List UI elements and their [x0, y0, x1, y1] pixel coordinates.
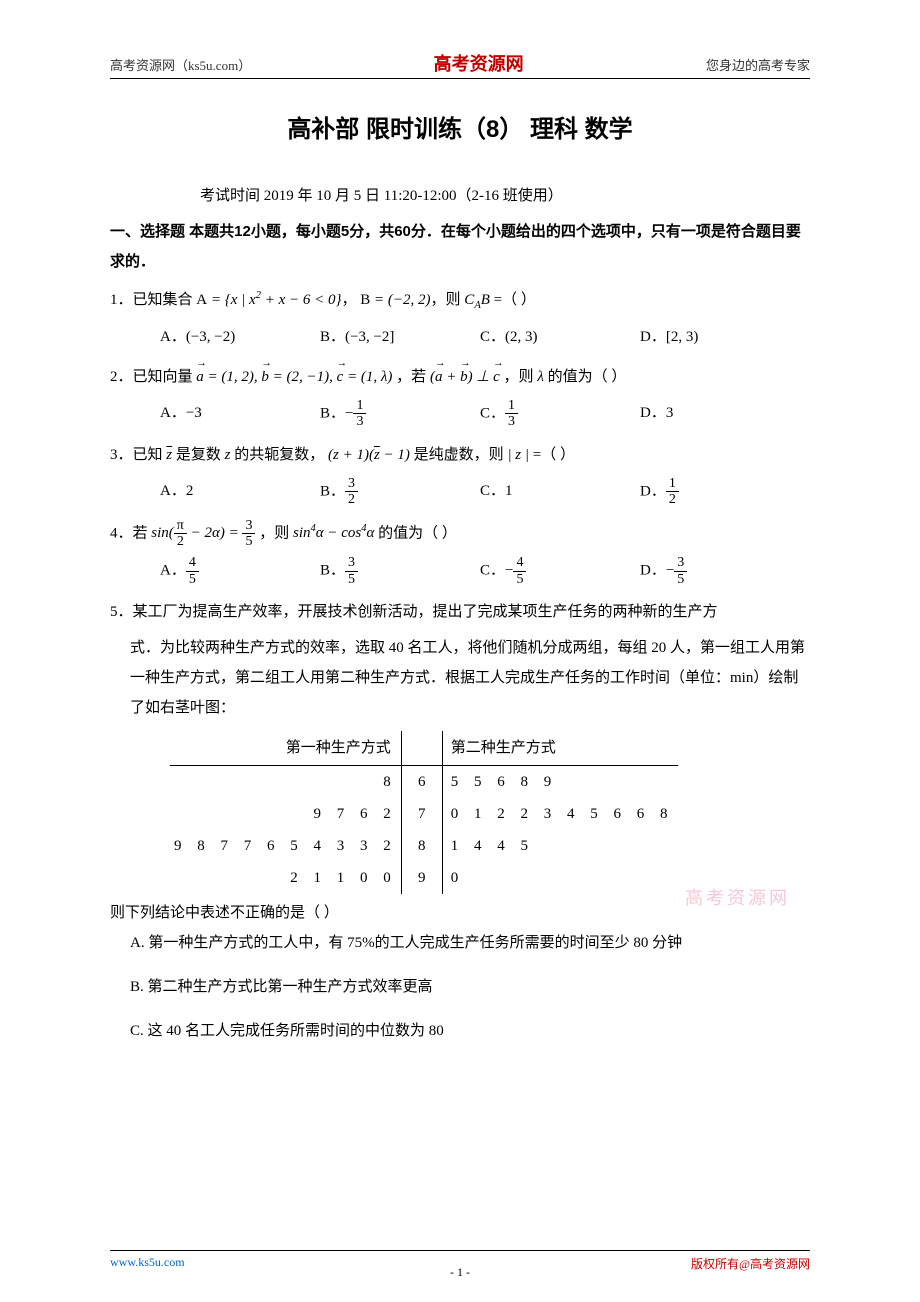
document-title: 高补部 限时训练（8） 理科 数学 [110, 109, 810, 144]
q4-opt-c: C．−45 [480, 555, 640, 587]
question-4-text: 4．若 sin(π2 − 2α) = 35 ，则 sin4α − cos4α 的… [110, 518, 810, 550]
stemleaf-row: 2 1 1 0 090 [170, 862, 678, 894]
header-source: 高考资源网（ks5u.com） [110, 55, 251, 74]
question-5: 5．某工厂为提高生产效率，开展技术创新活动，提出了完成某项生产任务的两种新的生产… [110, 597, 810, 1046]
q2-opt-d: D．3 [640, 398, 800, 430]
q5-opt-c: C. 这 40 名工人完成任务所需时间的中位数为 80 [130, 1016, 810, 1046]
page: 高考资源网（ks5u.com） 高考资源网 您身边的高考专家 高补部 限时训练（… [0, 0, 920, 1302]
question-4-options: A．45 B．35 C．−45 D．−35 [110, 555, 810, 587]
q3-opt-d: D．12 [640, 476, 800, 508]
question-5-text2: 式．为比较两种生产方式的效率，选取 40 名工人，将他们随机分成两组，每组 20… [110, 633, 810, 723]
q1-opt-d: D．[2, 3) [640, 322, 800, 352]
watermark: 高考资源网 [685, 880, 790, 916]
exam-time: 考试时间 2019 年 10 月 5 日 11:20-12:00（2-16 班使… [110, 184, 810, 205]
question-3-options: A．2 B．32 C．1 D．12 [110, 476, 810, 508]
q5-opt-b: B. 第二种生产方式比第一种生产方式效率更高 [130, 972, 810, 1002]
q4-opt-b: B．35 [320, 555, 480, 587]
stemleaf-row: 865 5 6 8 9 [170, 766, 678, 799]
page-header: 高考资源网（ks5u.com） 高考资源网 您身边的高考专家 [110, 50, 810, 79]
stemleaf-header: 第一种生产方式 第二种生产方式 [170, 731, 678, 766]
question-1-options: A．(−3, −2) B．(−3, −2] C．(2, 3) D．[2, 3) [110, 322, 810, 352]
section-intro: 一、选择题 本题共12小题，每小题5分，共60分．在每个小题给出的四个选项中，只… [110, 217, 810, 277]
stemleaf-row: 9 7 6 270 1 2 2 3 4 5 6 6 8 [170, 798, 678, 830]
question-4: 4．若 sin(π2 − 2α) = 35 ，则 sin4α − cos4α 的… [110, 518, 810, 588]
question-2-options: A．−3 B．−13 C．13 D．3 [110, 398, 810, 430]
header-brand: 高考资源网 [434, 50, 524, 76]
q3-opt-a: A．2 [160, 476, 320, 508]
q4-opt-a: A．45 [160, 555, 320, 587]
q1-opt-c: C．(2, 3) [480, 322, 640, 352]
question-1: 1．已知集合 A = {x | x2 + x − 6 < 0}， B = (−2… [110, 285, 810, 352]
q1-opt-b: B．(−3, −2] [320, 322, 480, 352]
header-tagline: 您身边的高考专家 [706, 55, 810, 74]
question-5-text: 5．某工厂为提高生产效率，开展技术创新活动，提出了完成某项生产任务的两种新的生产… [110, 597, 810, 627]
stem-leaf-plot: 第一种生产方式 第二种生产方式 865 5 6 8 9 9 7 6 270 1 … [170, 731, 678, 894]
q2-opt-c: C．13 [480, 398, 640, 430]
q3-opt-c: C．1 [480, 476, 640, 508]
question-2: 2．已知向量 a = (1, 2), b = (2, −1), c = (1, … [110, 362, 810, 430]
footer-page-num: - 1 - [110, 1265, 810, 1280]
q1-opt-a: A．(−3, −2) [160, 322, 320, 352]
page-footer: www.ks5u.com 版权所有@高考资源网 - 1 - [110, 1250, 810, 1272]
q4-opt-d: D．−35 [640, 555, 800, 587]
stemleaf-row: 9 8 7 7 6 5 4 3 3 281 4 4 5 [170, 830, 678, 862]
question-3: 3．已知 z 是复数 z 的共轭复数， (z + 1)(z − 1) 是纯虚数，… [110, 440, 810, 508]
q3-opt-b: B．32 [320, 476, 480, 508]
question-2-text: 2．已知向量 a = (1, 2), b = (2, −1), c = (1, … [110, 362, 810, 392]
question-5-options: A. 第一种生产方式的工人中，有 75%的工人完成生产任务所需要的时间至少 80… [110, 928, 810, 1046]
q5-opt-a: A. 第一种生产方式的工人中，有 75%的工人完成生产任务所需要的时间至少 80… [130, 928, 810, 958]
q2-opt-a: A．−3 [160, 398, 320, 430]
q2-opt-b: B．−13 [320, 398, 480, 430]
question-1-text: 1．已知集合 A = {x | x2 + x − 6 < 0}， B = (−2… [110, 285, 810, 316]
question-3-text: 3．已知 z 是复数 z 的共轭复数， (z + 1)(z − 1) 是纯虚数，… [110, 440, 810, 470]
